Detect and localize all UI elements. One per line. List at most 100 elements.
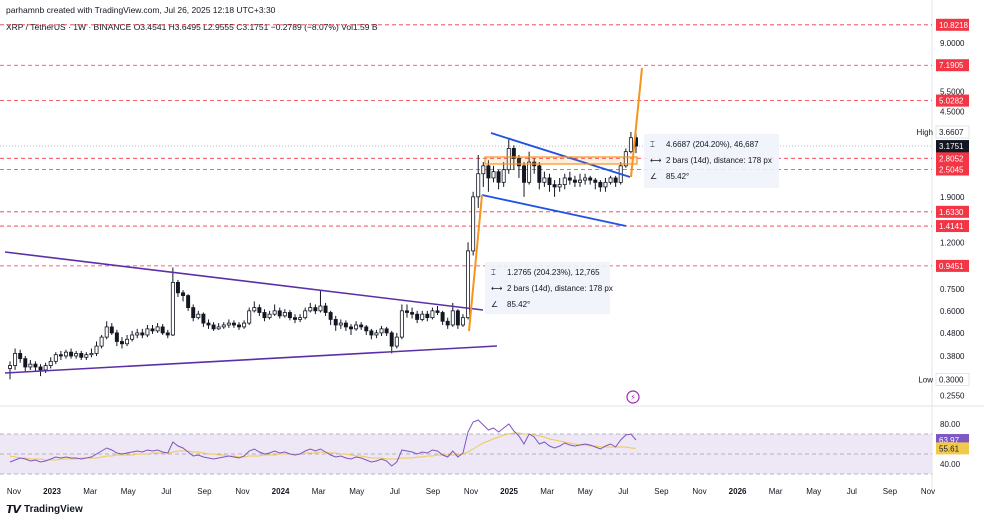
time-axis-label: Nov [692, 487, 706, 496]
measure-label: 2 bars (14d), distance: 178 px [507, 284, 613, 293]
candle-body [201, 313, 206, 324]
candle-body [58, 354, 63, 357]
candle-body [455, 310, 460, 326]
candle-body [53, 354, 58, 362]
time-axis-label: Mar [769, 487, 783, 496]
candle-body [354, 324, 359, 330]
candle-body [481, 165, 486, 175]
candle-body [313, 307, 318, 312]
measure-icon: ∠ [650, 172, 657, 181]
candle-body [94, 345, 99, 354]
candle-body [359, 324, 364, 328]
candle-body [440, 312, 445, 322]
candle-body [379, 328, 384, 334]
lightning-icon: ⚡ [630, 393, 636, 402]
candle-body [628, 137, 633, 153]
time-axis-label: Nov [235, 487, 249, 496]
level-tag-label: 2.8052 [939, 154, 964, 163]
time-axis-label: Nov [7, 487, 21, 496]
candle-body [425, 313, 430, 319]
time-axis-label: 2025 [500, 487, 518, 496]
candle-body [221, 324, 226, 328]
candle-body [349, 326, 353, 330]
candle-body [165, 332, 170, 336]
candle-body [99, 336, 104, 347]
candle-body [343, 322, 348, 328]
candle-body [267, 313, 272, 319]
extreme-tag [935, 373, 970, 386]
measure-icon: ⌶ [491, 268, 496, 277]
measure-box [485, 262, 610, 314]
candle-body [155, 326, 160, 332]
candle-body [247, 310, 252, 324]
impulse-leg-1 [468, 194, 483, 332]
candle-body [145, 328, 150, 336]
candle-body [333, 319, 338, 326]
measure-label: 2 bars (14d), distance: 178 px [666, 156, 772, 165]
candle-body [89, 353, 94, 356]
candle-body [109, 326, 114, 334]
candle-body [603, 181, 608, 188]
candle-body [135, 332, 140, 336]
candle-body [175, 281, 180, 294]
candle-body [593, 179, 598, 183]
candle-body [282, 312, 287, 317]
candle-body [598, 181, 603, 188]
candle-body [252, 307, 257, 312]
breakout-zone [484, 156, 638, 165]
candle-body [552, 184, 557, 188]
rsi-axis-label: 40.00 [940, 460, 961, 469]
time-axis-label: Sep [426, 487, 441, 496]
candle-body [460, 317, 465, 326]
extreme-tag-label: 0.3000 [939, 375, 964, 384]
candle-body [501, 169, 506, 183]
chart-credit: parhamnb created with TradingView.com, J… [6, 5, 276, 15]
time-axis-label: Jul [847, 487, 857, 496]
candle-body [287, 312, 292, 319]
candle-body [338, 322, 343, 326]
candle-body [588, 177, 593, 181]
price-axis-label: 5.5000 [940, 88, 965, 97]
candle-body [272, 310, 277, 315]
measure-icon: ⟷ [650, 156, 662, 165]
candle-body [384, 328, 389, 334]
candle-body [415, 313, 420, 320]
rsi-ma-label: 55.61 [939, 444, 960, 453]
impulse-leg-2 [630, 67, 643, 178]
candle-body [328, 312, 333, 320]
candle-body [150, 328, 155, 332]
candle-body [527, 161, 532, 183]
candle-body [79, 353, 84, 358]
candle-body [491, 171, 496, 179]
time-axis-label: Jul [618, 487, 628, 496]
candle-body [196, 313, 201, 319]
extreme-tag [935, 125, 970, 139]
candle-body [140, 332, 145, 336]
candle-body [394, 336, 399, 347]
candle-body [613, 177, 618, 183]
candle-body [511, 148, 516, 159]
candle-body [211, 324, 216, 330]
footer-brand-label: TradingView [24, 504, 83, 515]
level-tag-label: 7.1905 [939, 61, 964, 70]
candle-body [506, 148, 511, 171]
price-axis-label: 0.6000 [940, 307, 965, 316]
candle-body [445, 320, 450, 326]
candle-body [38, 366, 43, 371]
candle-body [181, 292, 186, 296]
candle-body [74, 353, 79, 357]
measure-icon: ⟷ [491, 284, 503, 293]
candle-body [231, 322, 236, 326]
candle-body [277, 310, 282, 317]
candle-body [420, 313, 425, 320]
time-axis-label: 2024 [272, 487, 290, 496]
last-price-label: 3.1751 [939, 142, 964, 151]
candle-body [298, 317, 303, 320]
candle-body [160, 326, 165, 334]
time-axis-label: Mar [312, 487, 326, 496]
measure-label: 85.42° [507, 300, 530, 309]
level-tag [936, 18, 969, 31]
level-tag [936, 59, 969, 72]
triangle-upper-trendline [4, 251, 484, 311]
